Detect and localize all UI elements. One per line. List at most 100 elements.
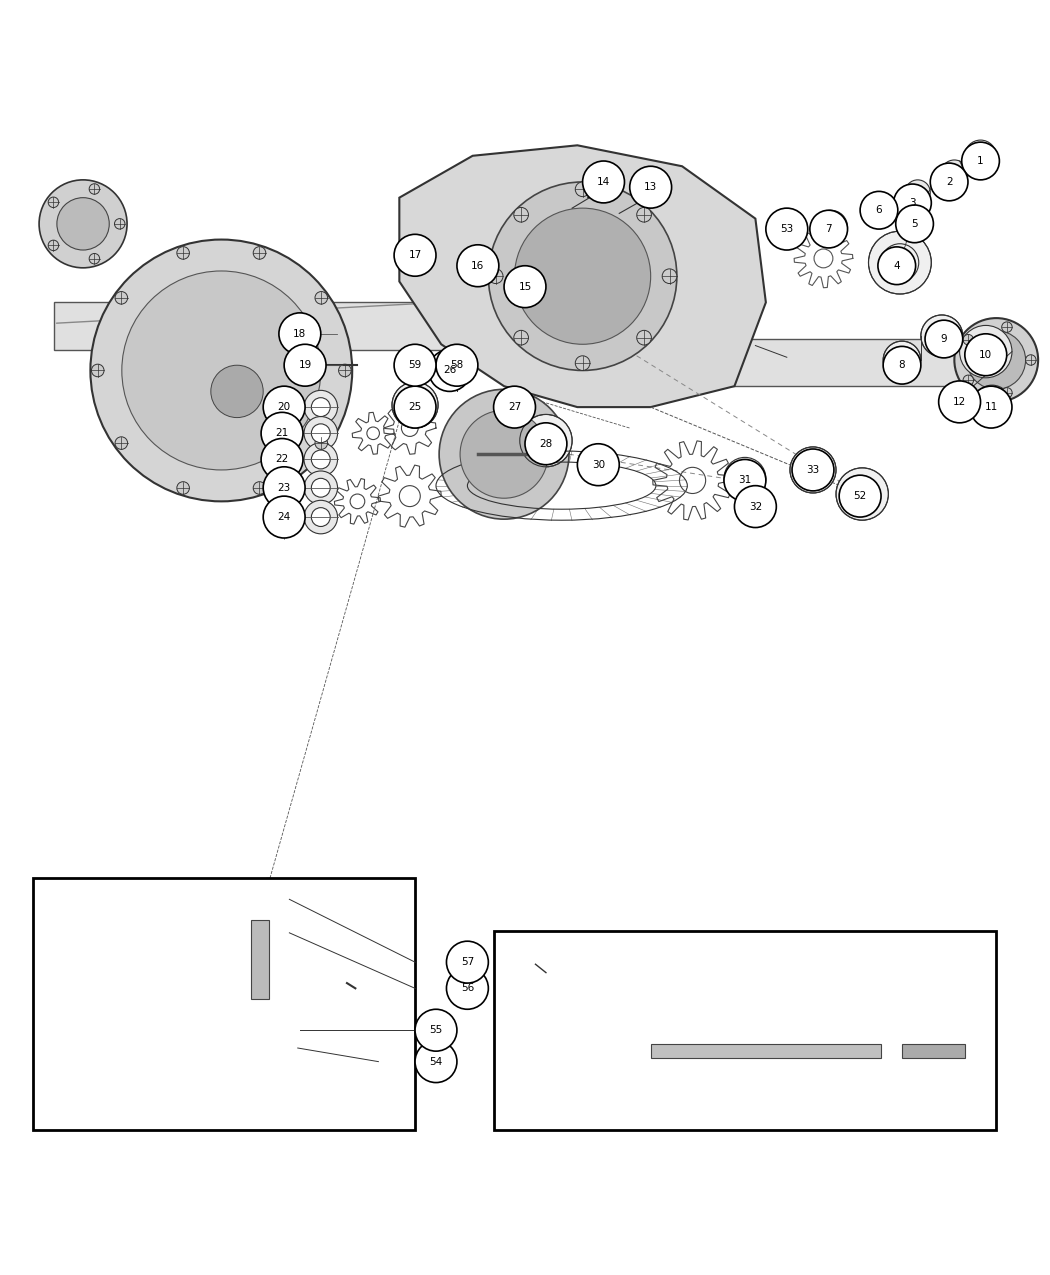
Circle shape [394, 344, 436, 386]
Circle shape [428, 349, 470, 391]
Circle shape [304, 442, 337, 477]
Circle shape [970, 386, 1012, 428]
Circle shape [258, 1028, 300, 1068]
Circle shape [896, 205, 933, 242]
Circle shape [790, 448, 836, 493]
Circle shape [765, 208, 807, 250]
Text: 10: 10 [980, 349, 992, 360]
Bar [494, 931, 996, 1130]
Circle shape [442, 360, 461, 377]
Circle shape [279, 312, 321, 354]
Circle shape [1026, 354, 1036, 365]
Circle shape [930, 163, 968, 200]
Text: 8: 8 [899, 361, 905, 370]
Circle shape [264, 496, 306, 538]
Circle shape [674, 1033, 712, 1070]
Circle shape [392, 382, 438, 428]
Circle shape [821, 218, 840, 236]
Circle shape [338, 365, 351, 376]
Circle shape [868, 231, 931, 295]
Circle shape [176, 482, 189, 495]
Circle shape [116, 292, 128, 305]
Circle shape [878, 247, 916, 284]
Circle shape [261, 439, 303, 481]
Circle shape [312, 507, 330, 527]
Circle shape [883, 347, 921, 384]
Circle shape [315, 437, 328, 449]
Text: 55: 55 [429, 1025, 443, 1035]
Circle shape [227, 894, 311, 978]
Circle shape [436, 344, 478, 386]
Circle shape [261, 412, 303, 454]
Circle shape [488, 182, 677, 371]
Circle shape [954, 317, 1038, 402]
Circle shape [439, 389, 569, 519]
Circle shape [258, 889, 279, 910]
Circle shape [394, 386, 436, 428]
Circle shape [799, 1033, 837, 1070]
Circle shape [972, 148, 989, 164]
Text: 56: 56 [461, 983, 474, 993]
Circle shape [127, 1020, 180, 1072]
Circle shape [872, 1037, 901, 1066]
Circle shape [831, 1033, 868, 1070]
Circle shape [57, 198, 109, 250]
Circle shape [48, 198, 59, 208]
Circle shape [415, 1010, 457, 1051]
Circle shape [962, 143, 1000, 180]
Circle shape [513, 208, 528, 222]
Circle shape [810, 210, 847, 247]
Circle shape [636, 208, 651, 222]
Circle shape [91, 913, 138, 959]
Circle shape [836, 468, 888, 520]
Text: 22: 22 [275, 454, 289, 464]
Text: 9: 9 [941, 334, 947, 344]
Circle shape [248, 878, 290, 921]
Circle shape [757, 1033, 795, 1070]
Circle shape [734, 486, 776, 528]
Text: 24: 24 [277, 513, 291, 521]
Circle shape [883, 342, 921, 379]
Bar [33, 878, 415, 1130]
Circle shape [911, 186, 924, 199]
Text: 16: 16 [471, 260, 484, 270]
Text: 21: 21 [275, 428, 289, 439]
Circle shape [1002, 388, 1012, 398]
Circle shape [525, 423, 567, 464]
Circle shape [114, 218, 125, 229]
Text: 11: 11 [985, 402, 998, 412]
Circle shape [967, 330, 1026, 389]
Circle shape [941, 159, 968, 187]
Circle shape [965, 334, 1007, 376]
Circle shape [446, 968, 488, 1010]
Circle shape [315, 292, 328, 305]
Circle shape [253, 246, 266, 259]
Text: 1: 1 [978, 156, 984, 166]
Circle shape [867, 196, 890, 219]
Circle shape [575, 182, 590, 196]
Circle shape [506, 397, 523, 413]
Text: 57: 57 [461, 958, 474, 968]
Circle shape [939, 381, 981, 423]
Circle shape [925, 320, 963, 358]
Circle shape [583, 161, 625, 203]
Circle shape [494, 386, 536, 428]
Circle shape [435, 352, 468, 385]
Circle shape [499, 389, 530, 421]
Text: 25: 25 [408, 402, 422, 412]
Circle shape [90, 240, 352, 501]
Text: 59: 59 [408, 361, 422, 370]
Circle shape [873, 201, 885, 214]
Circle shape [415, 1040, 457, 1082]
Circle shape [304, 500, 337, 534]
Circle shape [942, 384, 973, 416]
Text: 5: 5 [911, 219, 918, 228]
Circle shape [949, 391, 966, 408]
Text: 19: 19 [298, 361, 312, 370]
Text: 14: 14 [596, 177, 610, 187]
Text: 18: 18 [293, 329, 307, 339]
Circle shape [963, 334, 973, 346]
Circle shape [312, 450, 330, 469]
Circle shape [304, 470, 337, 505]
Circle shape [630, 166, 672, 208]
